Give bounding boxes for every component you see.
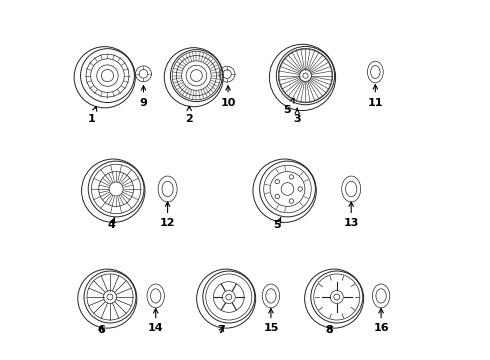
- Text: 1: 1: [88, 107, 97, 124]
- Text: 13: 13: [343, 202, 359, 228]
- Text: 8: 8: [326, 325, 334, 335]
- Circle shape: [289, 199, 294, 203]
- Text: 3: 3: [294, 108, 301, 124]
- Text: 16: 16: [373, 309, 389, 333]
- Text: 12: 12: [160, 202, 175, 228]
- Text: 5: 5: [284, 98, 294, 115]
- Circle shape: [275, 179, 279, 184]
- Circle shape: [275, 194, 279, 199]
- Text: 9: 9: [140, 86, 147, 108]
- Text: 6: 6: [97, 325, 105, 335]
- Text: 15: 15: [263, 309, 279, 333]
- Text: 2: 2: [185, 106, 193, 124]
- Circle shape: [298, 187, 302, 191]
- Text: 10: 10: [220, 86, 236, 108]
- Text: 5: 5: [273, 217, 281, 230]
- Text: 4: 4: [108, 217, 116, 230]
- Circle shape: [289, 175, 294, 179]
- Text: 14: 14: [148, 309, 164, 333]
- Text: 11: 11: [368, 85, 383, 108]
- Text: 7: 7: [218, 325, 225, 335]
